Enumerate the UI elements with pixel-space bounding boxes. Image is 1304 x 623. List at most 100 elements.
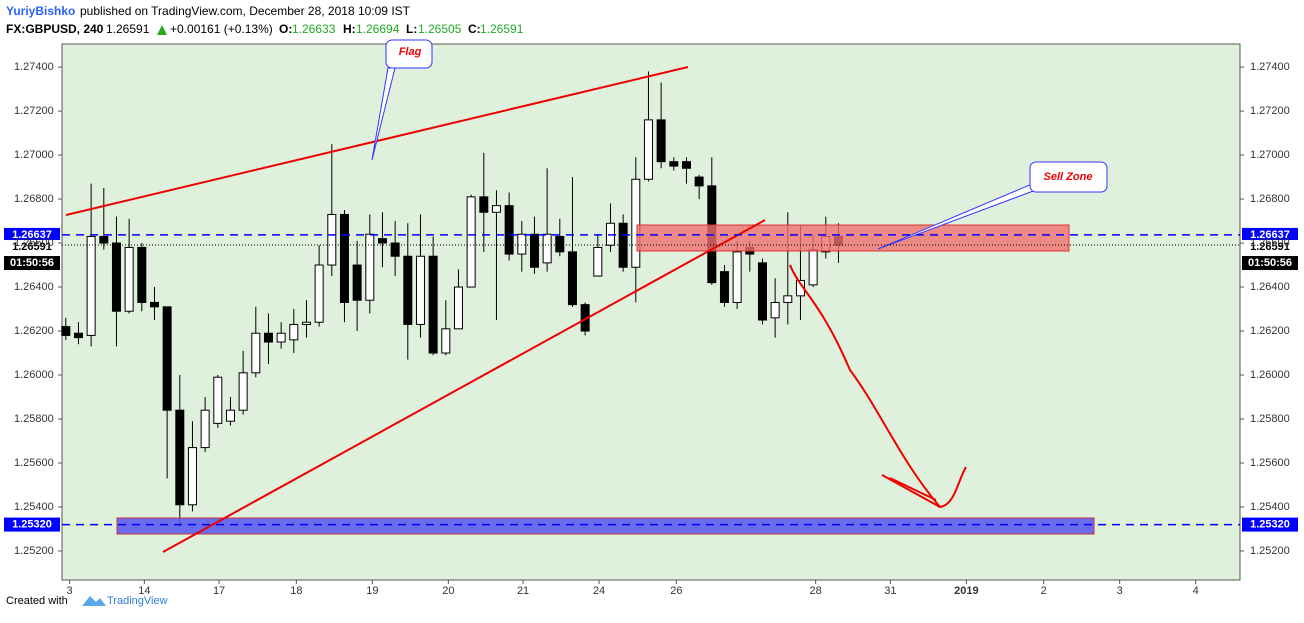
logo [82,596,106,606]
candle-body [555,235,565,253]
candle-body [352,264,362,301]
candle-body [681,161,691,169]
x-tick-label: 3 [67,585,73,597]
level-label-box [4,517,60,532]
flag-label: Flag [399,46,422,58]
o-label: O: [279,22,292,36]
candle-body [479,196,489,213]
last-price-label-right-box [1242,240,1298,255]
y-tick-label-right: 1.26600 [1250,237,1290,249]
last-price-label-box [4,240,60,255]
countdown-right-box [1242,256,1298,271]
sell-zone [636,224,1070,252]
candle-body [694,176,704,187]
y-tick-label: 1.25800 [14,413,54,425]
candle-body [643,119,653,180]
y-tick-label-right: 1.26200 [1250,325,1290,337]
forecast-path [789,264,967,509]
c-value: 1.26591 [480,22,524,36]
x-tick-label: 19 [366,585,378,597]
candle-body [263,332,273,343]
candle-body [124,246,134,312]
x-tick-label: 31 [884,585,896,597]
candle-body [314,264,324,323]
level-label-right: 1.25320 [1250,518,1290,530]
x-tick-label: 26 [670,585,682,597]
symbol: FX:GBPUSD, 240 [6,22,104,36]
y-tick-label-right: 1.27000 [1250,149,1290,161]
x-tick-label: 24 [593,585,605,597]
candle-body [99,235,109,244]
x-tick-label: 2019 [954,585,978,597]
candle-body [238,372,248,411]
candle-body [517,233,527,255]
x-tick-label: 3 [1117,585,1123,597]
candle-body [200,409,210,449]
y-tick-label: 1.25200 [14,545,54,557]
last-price-label-right: 1.26591 [1250,241,1290,253]
c-label: C: [468,22,481,36]
y-tick-label-right: 1.27400 [1250,61,1290,73]
candle-body [631,178,641,268]
flag-callout [385,39,433,69]
y-tick-label-right: 1.26400 [1250,281,1290,293]
y-tick-label: 1.27000 [14,149,54,161]
level-label-box [4,227,60,242]
x-tick-label: 20 [442,585,454,597]
y-tick-label-right: 1.26800 [1250,193,1290,205]
candle-body [669,161,679,167]
candle-body [111,242,121,312]
countdown-box [4,256,60,271]
level-label: 1.25320 [12,518,52,530]
level-label-right-box [1242,227,1298,242]
candle-body [453,286,463,330]
x-tick-label: 21 [517,585,529,597]
y-tick-label-right: 1.25600 [1250,457,1290,469]
l-value: 1.26505 [418,22,462,36]
candle-body [73,332,83,339]
candle-body [808,249,818,286]
x-tick-label: 4 [1193,585,1199,597]
candle-body [251,332,261,374]
candle-body [719,271,729,303]
y-tick-label: 1.27200 [14,105,54,117]
candle-body [491,205,501,213]
candle-body [365,233,375,301]
level-label: 1.26637 [12,229,52,241]
x-tick-label: 2 [1041,585,1047,597]
y-tick-label-right: 1.27200 [1250,105,1290,117]
candle-body [390,242,400,257]
sell-callout [1029,161,1108,193]
candle-body [149,301,159,308]
y-tick-label: 1.25600 [14,457,54,469]
y-tick-label: 1.26800 [14,193,54,205]
h-label: H: [343,22,356,36]
y-tick-label: 1.26600 [14,237,54,249]
y-tick-label: 1.27400 [14,61,54,73]
candle-body [415,255,425,325]
y-tick-label-right: 1.26000 [1250,369,1290,381]
candle-body [504,205,514,255]
countdown: 01:50:56 [10,257,54,269]
y-tick-label: 1.26200 [14,325,54,337]
level-label-right: 1.26637 [1250,229,1290,241]
up-arrow [157,25,167,35]
candle-body [466,196,476,288]
x-tick-label: 28 [810,585,822,597]
candle-body [403,255,413,325]
candle-body [770,301,780,319]
change: +0.00161 (+0.13%) [170,22,273,36]
candle-body [428,255,438,354]
sell-label: Sell Zone [1044,171,1093,183]
candle-body [441,328,451,354]
candle-body [175,409,185,506]
y-tick-label-right: 1.25200 [1250,545,1290,557]
last-price-label: 1.26591 [12,241,52,253]
countdown-right: 01:50:56 [1248,257,1292,269]
y-tick-label-right: 1.25400 [1250,501,1290,513]
candle-body [542,233,552,264]
candle-body [593,246,603,277]
candle-body [187,447,197,506]
candle-body [86,235,96,336]
